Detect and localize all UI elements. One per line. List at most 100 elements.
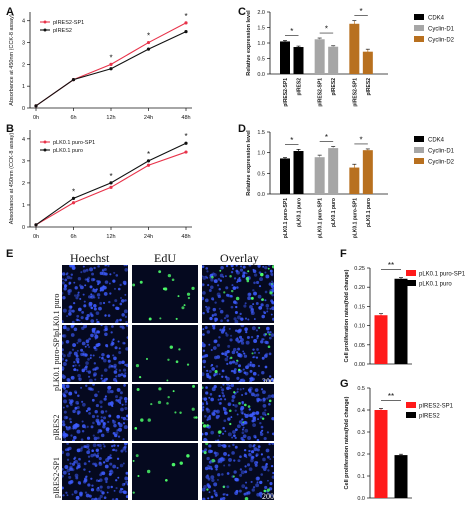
- hoechst-nucleus: [244, 486, 248, 490]
- legend-label: pLK0.1 puro-SP1: [53, 140, 95, 146]
- edu-nucleus: [167, 273, 172, 278]
- hoechst-nucleus: [258, 271, 262, 274]
- hoechst-nucleus: [262, 397, 266, 401]
- cell-nuclei: [132, 454, 190, 494]
- hoechst-nucleus: [222, 426, 225, 430]
- hoechst-nucleus: [92, 434, 95, 437]
- hoechst-nucleus: [112, 279, 116, 283]
- hoechst-nucleus: [118, 347, 121, 350]
- hoechst-nucleus: [68, 391, 73, 396]
- x-tick-label: 0h: [33, 115, 39, 121]
- hoechst-nucleus: [63, 433, 66, 436]
- bar: [349, 23, 360, 75]
- hoechst-nucleus: [253, 318, 256, 320]
- hoechst-nucleus: [115, 368, 118, 371]
- hoechst-nucleus: [206, 330, 211, 334]
- bar: [362, 51, 373, 74]
- hoechst-nucleus: [261, 411, 266, 416]
- hoechst-nucleus: [219, 273, 224, 278]
- hoechst-nucleus: [243, 448, 247, 452]
- hoechst-nucleus: [224, 411, 228, 415]
- legend-swatch: [406, 412, 416, 418]
- hoechst-nucleus: [69, 305, 73, 309]
- significance-star: *: [290, 27, 293, 36]
- hoechst-nucleus: [124, 450, 127, 453]
- hoechst-nucleus: [86, 370, 88, 373]
- hoechst-nucleus: [263, 311, 267, 315]
- hoechst-nucleus: [234, 311, 238, 315]
- edu-nucleus: [211, 275, 214, 279]
- hoechst-nucleus: [115, 375, 118, 378]
- hoechst-nucleus: [238, 328, 242, 333]
- hoechst-nucleus: [250, 335, 254, 339]
- edu-nucleus: [171, 462, 176, 467]
- hoechst-nucleus: [77, 338, 82, 343]
- hoechst-nucleus: [225, 376, 230, 381]
- hoechst-nucleus: [87, 357, 90, 361]
- hoechst-nucleus: [224, 357, 229, 362]
- hoechst-nucleus: [94, 410, 98, 414]
- hoechst-nucleus: [231, 395, 236, 399]
- hoechst-nucleus: [104, 477, 109, 481]
- hoechst-nucleus: [86, 278, 89, 281]
- hoechst-nucleus: [218, 434, 221, 437]
- hoechst-nucleus: [238, 489, 242, 493]
- edu-nucleus: [238, 402, 241, 405]
- hoechst-nucleus: [270, 280, 274, 283]
- hoechst-nucleus: [85, 361, 89, 365]
- hoechst-nucleus: [257, 445, 261, 448]
- hoechst-nucleus: [231, 436, 234, 439]
- hoechst-nucleus: [62, 272, 66, 276]
- hoechst-nucleus: [107, 420, 110, 424]
- hoechst-nucleus: [244, 317, 248, 320]
- hoechst-nucleus: [118, 489, 123, 494]
- hoechst-nucleus: [240, 341, 245, 345]
- hoechst-nucleus: [260, 453, 264, 456]
- hoechst-nucleus: [204, 326, 208, 330]
- hoechst-nucleus: [202, 408, 205, 412]
- hoechst-nucleus: [91, 329, 96, 333]
- hoechst-nucleus: [65, 384, 70, 389]
- hoechst-nucleus: [73, 368, 77, 372]
- hoechst-nucleus: [80, 285, 84, 290]
- hoechst-nucleus: [208, 369, 212, 373]
- hoechst-nucleus: [259, 431, 262, 434]
- hoechst-nucleus: [119, 302, 123, 306]
- column-header-hoechst: Hoechst: [70, 251, 110, 265]
- hoechst-nucleus: [90, 333, 94, 338]
- bar: [280, 158, 290, 194]
- hoechst-nucleus: [93, 453, 97, 457]
- hoechst-nucleus: [241, 401, 244, 404]
- data-point: [109, 181, 113, 185]
- hoechst-nucleus: [90, 488, 95, 492]
- hoechst-nucleus: [66, 458, 70, 461]
- edu-nucleus: [193, 416, 196, 419]
- y-axis-label: Cell proliferation rates(fold change): [344, 396, 350, 489]
- edu-nucleus: [186, 454, 190, 458]
- legend-swatch: [414, 147, 424, 153]
- hoechst-nucleus: [115, 274, 119, 277]
- hoechst-nucleus: [217, 398, 220, 401]
- hoechst-nucleus: [218, 373, 221, 376]
- hoechst-nucleus: [110, 364, 114, 368]
- hoechst-nucleus: [99, 289, 102, 292]
- x-tick-label: 0h: [33, 234, 39, 240]
- hoechst-nucleus: [112, 304, 115, 307]
- hoechst-nucleus: [250, 455, 254, 459]
- hoechst-nucleus: [220, 319, 223, 323]
- hoechst-nucleus: [232, 286, 237, 290]
- hoechst-nucleus: [99, 494, 103, 499]
- hoechst-nucleus: [74, 423, 79, 428]
- hoechst-nucleus: [267, 479, 269, 482]
- hoechst-nucleus: [117, 435, 121, 438]
- hoechst-nucleus: [90, 306, 94, 310]
- x-tick-label: pLK0.1 puro: [297, 198, 303, 227]
- hoechst-nucleus: [73, 351, 78, 356]
- hoechst-nucleus: [211, 325, 216, 328]
- data-point: [71, 201, 76, 205]
- hoechst-nucleus: [84, 278, 87, 281]
- hoechst-nucleus: [257, 374, 260, 377]
- x-tick-label: pLK0.1 puro: [366, 198, 372, 227]
- hoechst-nucleus: [226, 319, 230, 322]
- hoechst-nucleus: [111, 439, 115, 441]
